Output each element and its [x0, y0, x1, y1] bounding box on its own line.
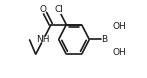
Text: O: O	[40, 5, 47, 14]
Text: Cl: Cl	[54, 5, 63, 14]
Text: NH: NH	[37, 35, 50, 44]
Text: OH: OH	[113, 22, 127, 31]
Text: B: B	[102, 35, 108, 44]
Text: OH: OH	[113, 48, 127, 57]
